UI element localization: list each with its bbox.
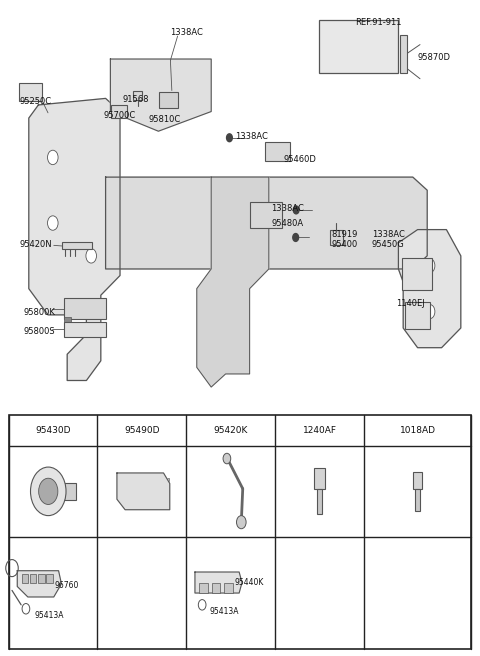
Bar — [265, 142, 290, 161]
Circle shape — [223, 453, 231, 464]
Bar — [46, 574, 53, 583]
Polygon shape — [106, 177, 427, 269]
Bar — [199, 583, 208, 593]
Text: 95413A: 95413A — [34, 611, 63, 621]
Text: 95800K: 95800K — [24, 308, 56, 318]
Text: 95430D: 95430D — [36, 426, 71, 435]
Text: 95800S: 95800S — [24, 327, 56, 337]
Circle shape — [424, 304, 435, 319]
Polygon shape — [117, 473, 170, 510]
Text: 95480A: 95480A — [271, 218, 303, 228]
Polygon shape — [195, 572, 242, 593]
Text: 95250C: 95250C — [19, 97, 51, 106]
Polygon shape — [197, 177, 269, 387]
Bar — [160, 485, 169, 490]
Bar — [405, 302, 430, 329]
Bar — [62, 242, 92, 249]
Bar — [64, 322, 106, 337]
Bar — [319, 20, 398, 73]
Text: REF.91-911: REF.91-911 — [355, 18, 402, 28]
Text: 95450G: 95450G — [372, 240, 405, 249]
Bar — [30, 574, 36, 583]
Bar — [314, 468, 325, 489]
Text: 95420N: 95420N — [19, 239, 52, 249]
Text: 1140EJ: 1140EJ — [396, 298, 425, 308]
Bar — [402, 258, 432, 290]
Circle shape — [227, 134, 232, 142]
Polygon shape — [17, 571, 61, 597]
Polygon shape — [29, 98, 120, 380]
Bar — [38, 574, 45, 583]
Polygon shape — [110, 59, 211, 131]
Text: 95460D: 95460D — [283, 155, 316, 164]
Text: 95870D: 95870D — [418, 53, 451, 62]
Text: 95440K: 95440K — [234, 578, 264, 587]
Text: 96760: 96760 — [55, 581, 79, 590]
Bar — [133, 91, 142, 100]
Bar — [413, 472, 422, 489]
Bar — [160, 500, 169, 504]
Bar — [22, 574, 28, 583]
Text: 81919: 81919 — [331, 230, 358, 239]
Bar — [224, 583, 233, 593]
Text: 1338AC: 1338AC — [170, 28, 203, 37]
Text: 1338AC: 1338AC — [235, 132, 268, 141]
Bar — [19, 83, 42, 101]
Text: 95420K: 95420K — [214, 426, 248, 435]
Text: 1240AF: 1240AF — [302, 426, 336, 435]
Text: 95400: 95400 — [331, 240, 358, 249]
Circle shape — [31, 467, 66, 516]
Bar — [212, 583, 220, 593]
Bar — [9, 415, 471, 649]
Circle shape — [86, 249, 96, 263]
Circle shape — [39, 478, 58, 504]
Circle shape — [22, 604, 30, 614]
Bar — [64, 317, 71, 322]
Text: 91568: 91568 — [122, 95, 149, 104]
Circle shape — [264, 207, 270, 215]
Circle shape — [48, 150, 58, 165]
Circle shape — [48, 216, 58, 230]
Bar — [160, 493, 169, 497]
Circle shape — [293, 206, 299, 214]
Text: 1338AC: 1338AC — [372, 230, 405, 239]
Circle shape — [237, 516, 246, 529]
Circle shape — [424, 258, 435, 273]
Bar — [64, 483, 76, 500]
Text: 95810C: 95810C — [149, 115, 181, 124]
Bar — [250, 202, 282, 228]
Text: 1018AD: 1018AD — [400, 426, 436, 435]
Bar — [160, 478, 169, 483]
Bar — [317, 489, 323, 514]
Bar — [330, 230, 343, 245]
Bar — [111, 105, 127, 118]
Text: 95700C: 95700C — [103, 111, 135, 120]
Circle shape — [198, 600, 206, 610]
Bar — [159, 92, 178, 108]
Circle shape — [293, 234, 299, 241]
Bar — [64, 298, 106, 319]
Text: 1338AC: 1338AC — [271, 204, 304, 213]
Text: 95490D: 95490D — [124, 426, 160, 435]
Bar — [415, 489, 420, 511]
Text: 95413A: 95413A — [209, 607, 239, 617]
Bar — [400, 35, 407, 73]
Polygon shape — [398, 230, 461, 348]
